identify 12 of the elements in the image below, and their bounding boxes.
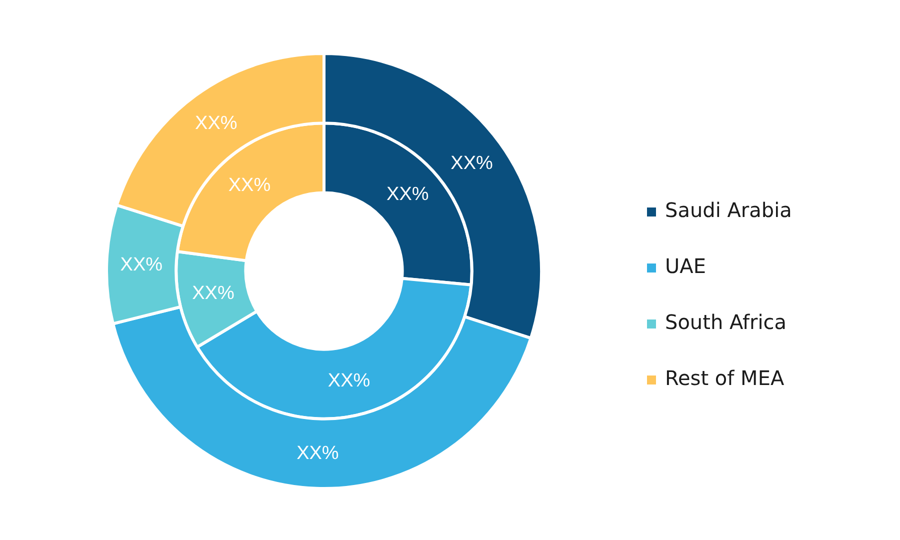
data-label: XX%	[228, 175, 271, 196]
data-label: XX%	[450, 152, 494, 174]
legend-label: Saudi Arabia	[665, 198, 792, 222]
data-label: XX%	[195, 112, 238, 134]
legend-label: Rest of MEA	[665, 366, 784, 390]
legend-label: UAE	[665, 254, 706, 278]
data-label: XX%	[192, 283, 234, 304]
legend-label: South Africa	[665, 310, 787, 334]
data-label: XX%	[120, 254, 163, 276]
data-label: XX%	[386, 184, 429, 206]
data-label: XX%	[328, 370, 370, 392]
data-label: XX%	[296, 442, 339, 464]
